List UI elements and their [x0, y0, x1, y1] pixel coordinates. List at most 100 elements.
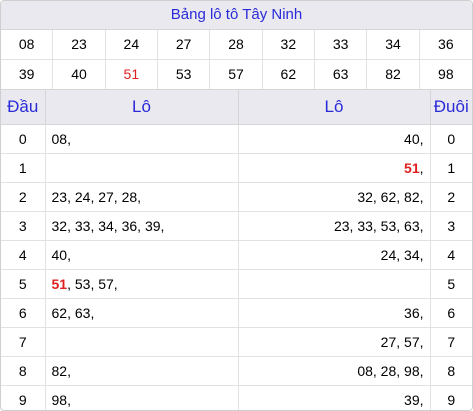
lo-left-cell: 08,	[45, 124, 239, 154]
lo-number: 33	[357, 218, 373, 234]
lo-number: 62	[51, 305, 68, 321]
number-cell: 51	[106, 60, 158, 89]
lo-number: 24	[74, 189, 91, 205]
number-cell: 24	[105, 30, 158, 60]
number-cell: 40	[53, 60, 106, 89]
dau-digit: 4	[1, 240, 46, 270]
header-dau: Đầu	[1, 90, 46, 125]
lo-number: 28	[121, 189, 138, 205]
lo-number: 32	[357, 189, 373, 205]
lo-number: 82	[51, 363, 68, 379]
lo-number: 57	[98, 276, 114, 292]
table-row: 7 27, 57, 7	[1, 327, 472, 357]
header-duoi: Đuôi	[430, 90, 472, 125]
duoi-digit: 5	[430, 269, 472, 299]
duoi-digit: 7	[430, 327, 472, 357]
number-cell: 32	[262, 30, 315, 60]
lo-left-cell: 51, 53, 57,	[45, 269, 239, 299]
number-cell: 36	[419, 30, 472, 60]
lo-number: 08	[357, 363, 373, 379]
numbers-grid: 08 23 24 27 28 32 33 34 36 39 40 51 53 57 62 63 82 98	[1, 30, 472, 90]
dau-digit: 9	[1, 385, 46, 410]
duoi-digit: 4	[430, 240, 472, 270]
lo-number: 27	[380, 334, 397, 350]
lo-left-cell	[45, 327, 239, 357]
lo-left-cell: 62, 63,	[45, 298, 239, 328]
lo-number: 98	[51, 392, 68, 408]
lo-number: 36	[404, 305, 420, 321]
dau-digit: 0	[1, 124, 46, 154]
lo-right-cell: 51,	[238, 153, 431, 183]
lo-number: 24	[380, 247, 397, 263]
lo-right-cell: 27, 57,	[238, 327, 431, 357]
number-cell: 53	[158, 60, 211, 89]
lo-left-cell: 98,	[45, 385, 239, 410]
lo-number: 40	[51, 247, 68, 263]
table-row: 4 40, 24, 34, 4	[1, 240, 472, 270]
lo-left-cell: 82,	[45, 356, 239, 386]
duoi-digit: 2	[430, 182, 472, 212]
number-cell: 27	[157, 30, 211, 60]
lo-number: 33	[74, 218, 91, 234]
duoi-digit: 3	[430, 211, 472, 241]
number-cell: 28	[210, 30, 263, 60]
number-cell: 33	[314, 30, 368, 60]
duoi-digit: 0	[430, 124, 472, 154]
number-cell: 57	[210, 60, 263, 89]
lo-right-cell: 23, 33, 53, 63,	[238, 211, 431, 241]
lo-number: 34	[98, 218, 114, 234]
table-row: 1 51, 1	[1, 153, 472, 183]
dau-digit: 6	[1, 298, 46, 328]
lo-number: 08	[51, 131, 68, 147]
lo-right-cell: 36,	[238, 298, 431, 328]
number-cell: 62	[263, 60, 315, 89]
lo-left-cell: 32, 33, 34, 36, 39,	[45, 211, 239, 241]
lo-number: 82	[404, 189, 420, 205]
dau-digit: 7	[1, 327, 46, 357]
lo-right-cell: 08, 28, 98,	[238, 356, 431, 386]
number-cell: 23	[53, 30, 106, 60]
lo-number: 39	[144, 218, 161, 234]
lo-number: 51	[404, 160, 420, 176]
lo-right-cell: 24, 34,	[238, 240, 431, 270]
number-cell: 82	[367, 60, 420, 89]
table-row: 0 08, 40, 0	[1, 124, 472, 154]
dau-digit: 3	[1, 211, 46, 241]
table-header-row: Đầu Lô Lô Đuôi	[1, 90, 472, 125]
lo-number: 23	[51, 189, 68, 205]
table-row: 6 62, 63, 36, 6	[1, 298, 472, 328]
lo-number: 27	[98, 189, 114, 205]
loto-table: Đầu Lô Lô Đuôi 0 08, 40, 0 1 51, 1 2 23, 24, …	[1, 90, 472, 410]
lo-number: 34	[404, 247, 420, 263]
lo-number: 63	[404, 218, 420, 234]
lo-number: 23	[333, 218, 350, 234]
lo-number: 40	[404, 131, 420, 147]
lo-number: 63	[74, 305, 91, 321]
number-cell: 08	[1, 30, 54, 60]
lo-right-cell	[238, 269, 431, 299]
table-row: 9 98, 39, 9	[1, 385, 472, 410]
lo-number: 39	[404, 392, 420, 408]
dau-digit: 2	[1, 182, 46, 212]
lo-number: 62	[380, 189, 397, 205]
dau-digit: 1	[1, 153, 46, 183]
lo-number: 36	[121, 218, 138, 234]
number-cell: 39	[1, 60, 54, 89]
board-title: Bảng lô tô Tây Ninh	[1, 1, 472, 30]
lo-number: 98	[404, 363, 420, 379]
lo-number: 51	[51, 276, 68, 292]
number-cell: 63	[315, 60, 368, 89]
lo-number: 53	[74, 276, 91, 292]
table-row: 8 82, 08, 28, 98, 8	[1, 356, 472, 386]
lo-left-cell: 23, 24, 27, 28,	[45, 182, 239, 212]
duoi-digit: 6	[430, 298, 472, 328]
header-lo-left: Lô	[45, 90, 239, 125]
lo-left-cell	[45, 153, 239, 183]
lo-right-cell: 39,	[238, 385, 431, 410]
dau-digit: 5	[1, 269, 46, 299]
number-cell: 34	[367, 30, 420, 60]
dau-digit: 8	[1, 356, 46, 386]
duoi-digit: 9	[447, 392, 456, 408]
table-row: 5 51, 53, 57, 5	[1, 269, 472, 299]
